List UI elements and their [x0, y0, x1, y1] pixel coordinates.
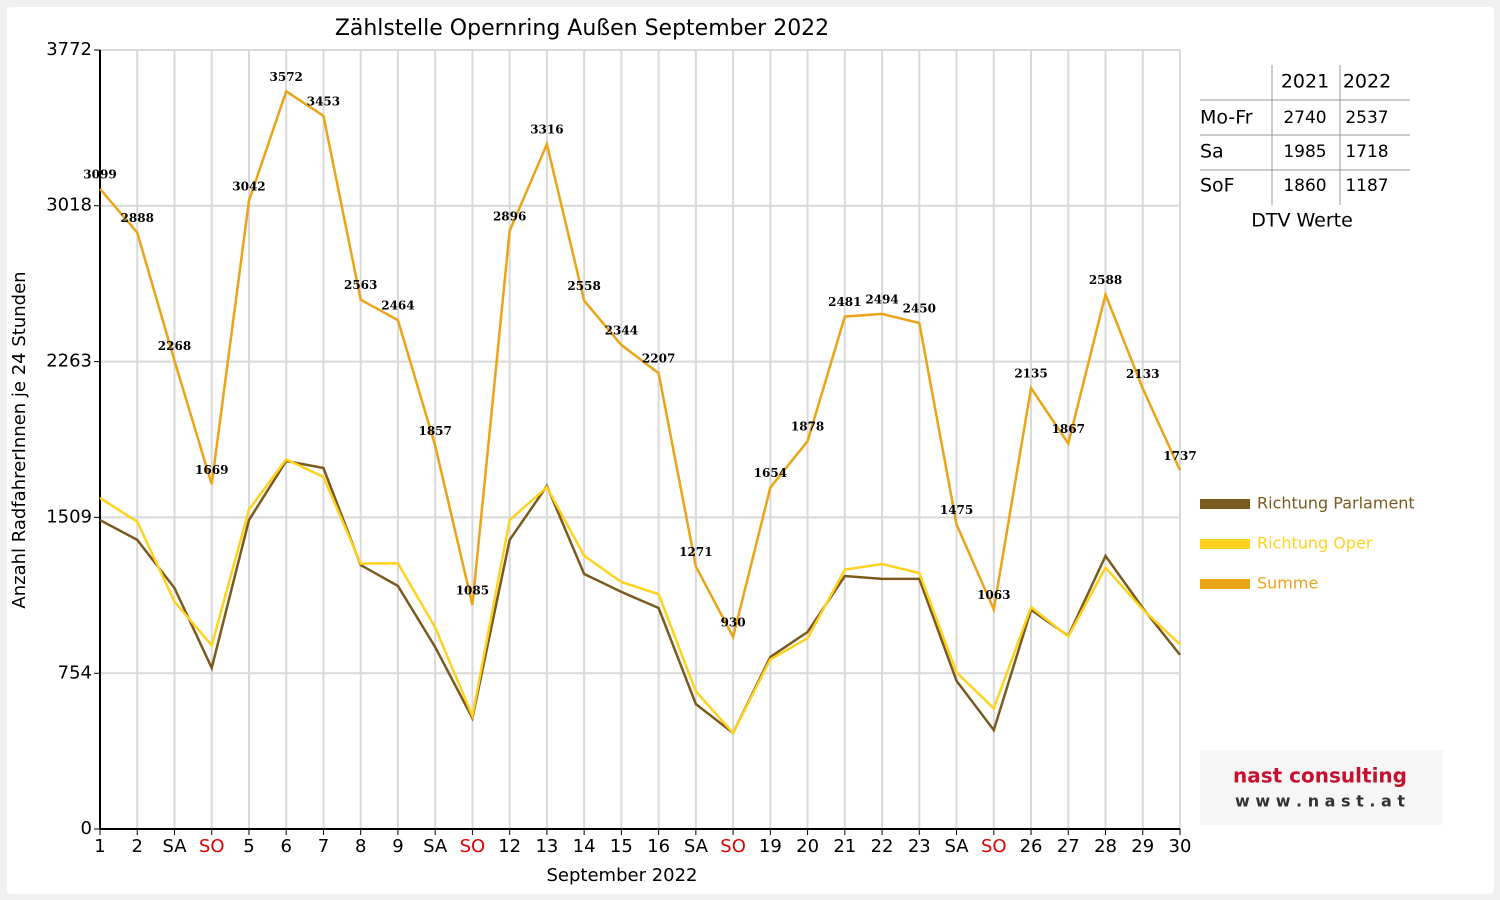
x-tick-label: 27	[1057, 836, 1080, 857]
data-label: 2558	[567, 279, 600, 293]
data-label: 2344	[605, 323, 638, 337]
x-tick-label: 16	[647, 836, 670, 857]
x-tick-label: 9	[392, 836, 403, 857]
x-tick-label: 6	[280, 836, 291, 857]
data-label: 2588	[1089, 273, 1122, 287]
table-row-label: Mo-Fr	[1200, 107, 1253, 129]
data-label: 1867	[1052, 422, 1085, 436]
x-tick-label: 7	[318, 836, 329, 857]
data-label: 1654	[754, 466, 787, 480]
chart-title: Zählstelle Opernring Außen September 202…	[335, 16, 829, 41]
x-tick-label: SO	[460, 836, 486, 857]
legend-swatch	[1200, 539, 1250, 549]
data-label: 3572	[270, 70, 303, 84]
data-label: 2896	[493, 209, 526, 223]
x-tick-label: 29	[1131, 836, 1154, 857]
x-tick-label: 26	[1020, 836, 1043, 857]
data-label: 1085	[456, 583, 489, 597]
x-tick-label: SO	[981, 836, 1007, 857]
data-label: 2481	[828, 295, 861, 309]
data-label: 1475	[940, 503, 973, 517]
table-cell: 1187	[1345, 176, 1388, 196]
x-tick-label: SA	[684, 836, 709, 857]
logo-url: w w w . n a s t . a t	[1235, 792, 1405, 811]
x-tick-label: 12	[498, 836, 521, 857]
y-tick-label: 0	[81, 818, 92, 839]
table-header: 2021	[1281, 71, 1329, 93]
data-label: 1857	[418, 424, 451, 438]
data-label: 2135	[1014, 367, 1047, 381]
legend-label: Summe	[1257, 574, 1318, 593]
table-cell: 1718	[1345, 142, 1388, 162]
y-tick-label: 2263	[46, 351, 92, 372]
y-tick-label: 754	[58, 662, 92, 683]
data-label: 2450	[903, 302, 936, 316]
x-tick-label: 23	[908, 836, 931, 857]
x-tick-label: SA	[423, 836, 448, 857]
x-tick-label: 13	[535, 836, 558, 857]
legend-label: Richtung Oper	[1257, 534, 1373, 553]
x-tick-label: SA	[945, 836, 970, 857]
table-caption: DTV Werte	[1251, 210, 1353, 232]
legend-label: Richtung Parlament	[1257, 494, 1415, 513]
x-tick-label: SO	[199, 836, 225, 857]
legend-swatch	[1200, 499, 1250, 509]
data-label: 930	[721, 615, 746, 629]
panel	[7, 7, 1494, 894]
y-tick-label: 3772	[46, 39, 92, 60]
table-cell: 1860	[1283, 176, 1326, 196]
series-line	[99, 459, 1181, 735]
x-tick-label: SO	[720, 836, 746, 857]
data-label: 3042	[232, 179, 265, 193]
x-tick-label: 1	[94, 836, 105, 857]
x-tick-label: 22	[871, 836, 894, 857]
x-axis-title: September 2022	[546, 865, 697, 886]
table-row-label: Sa	[1200, 141, 1224, 163]
data-label: 1271	[679, 545, 712, 559]
x-tick-label: 28	[1094, 836, 1117, 857]
table-cell: 2740	[1283, 108, 1326, 128]
logo-box	[1200, 750, 1443, 825]
series-line	[99, 457, 1181, 736]
x-tick-label: 30	[1169, 836, 1192, 857]
data-label: 1737	[1163, 449, 1196, 463]
legend-swatch	[1200, 579, 1250, 589]
x-tick-label: 19	[759, 836, 782, 857]
x-tick-label: 14	[573, 836, 596, 857]
x-tick-label: 8	[355, 836, 366, 857]
x-tick-label: 5	[243, 836, 254, 857]
table-row-label: SoF	[1200, 175, 1235, 197]
data-label: 2207	[642, 352, 675, 366]
data-label: 1063	[977, 588, 1010, 602]
data-label: 2464	[381, 299, 414, 313]
logo-name: nast consulting	[1233, 764, 1407, 788]
y-tick-label: 1509	[46, 506, 92, 527]
x-tick-label: 2	[132, 836, 143, 857]
data-label: 2268	[158, 339, 191, 353]
x-tick-label: 21	[833, 836, 856, 857]
x-tick-label: 20	[796, 836, 819, 857]
data-label: 2494	[865, 292, 898, 306]
x-tick-label: SA	[162, 836, 187, 857]
data-label: 2133	[1126, 367, 1159, 381]
data-label: 3453	[307, 94, 340, 108]
data-label: 1878	[791, 420, 824, 434]
data-label: 3316	[530, 123, 563, 137]
table-cell: 1985	[1283, 142, 1326, 162]
x-tick-label: 15	[610, 836, 633, 857]
table-cell: 2537	[1345, 108, 1388, 128]
series-line	[99, 89, 1182, 641]
y-tick-label: 3018	[46, 195, 92, 216]
data-label: 3099	[83, 167, 116, 181]
table-header: 2022	[1343, 71, 1391, 93]
y-axis-title: Anzahl RadfahrerInnen je 24 Stunden	[9, 271, 30, 608]
data-label: 2888	[121, 211, 154, 225]
data-label: 2563	[344, 278, 377, 292]
data-label: 1669	[195, 463, 228, 477]
